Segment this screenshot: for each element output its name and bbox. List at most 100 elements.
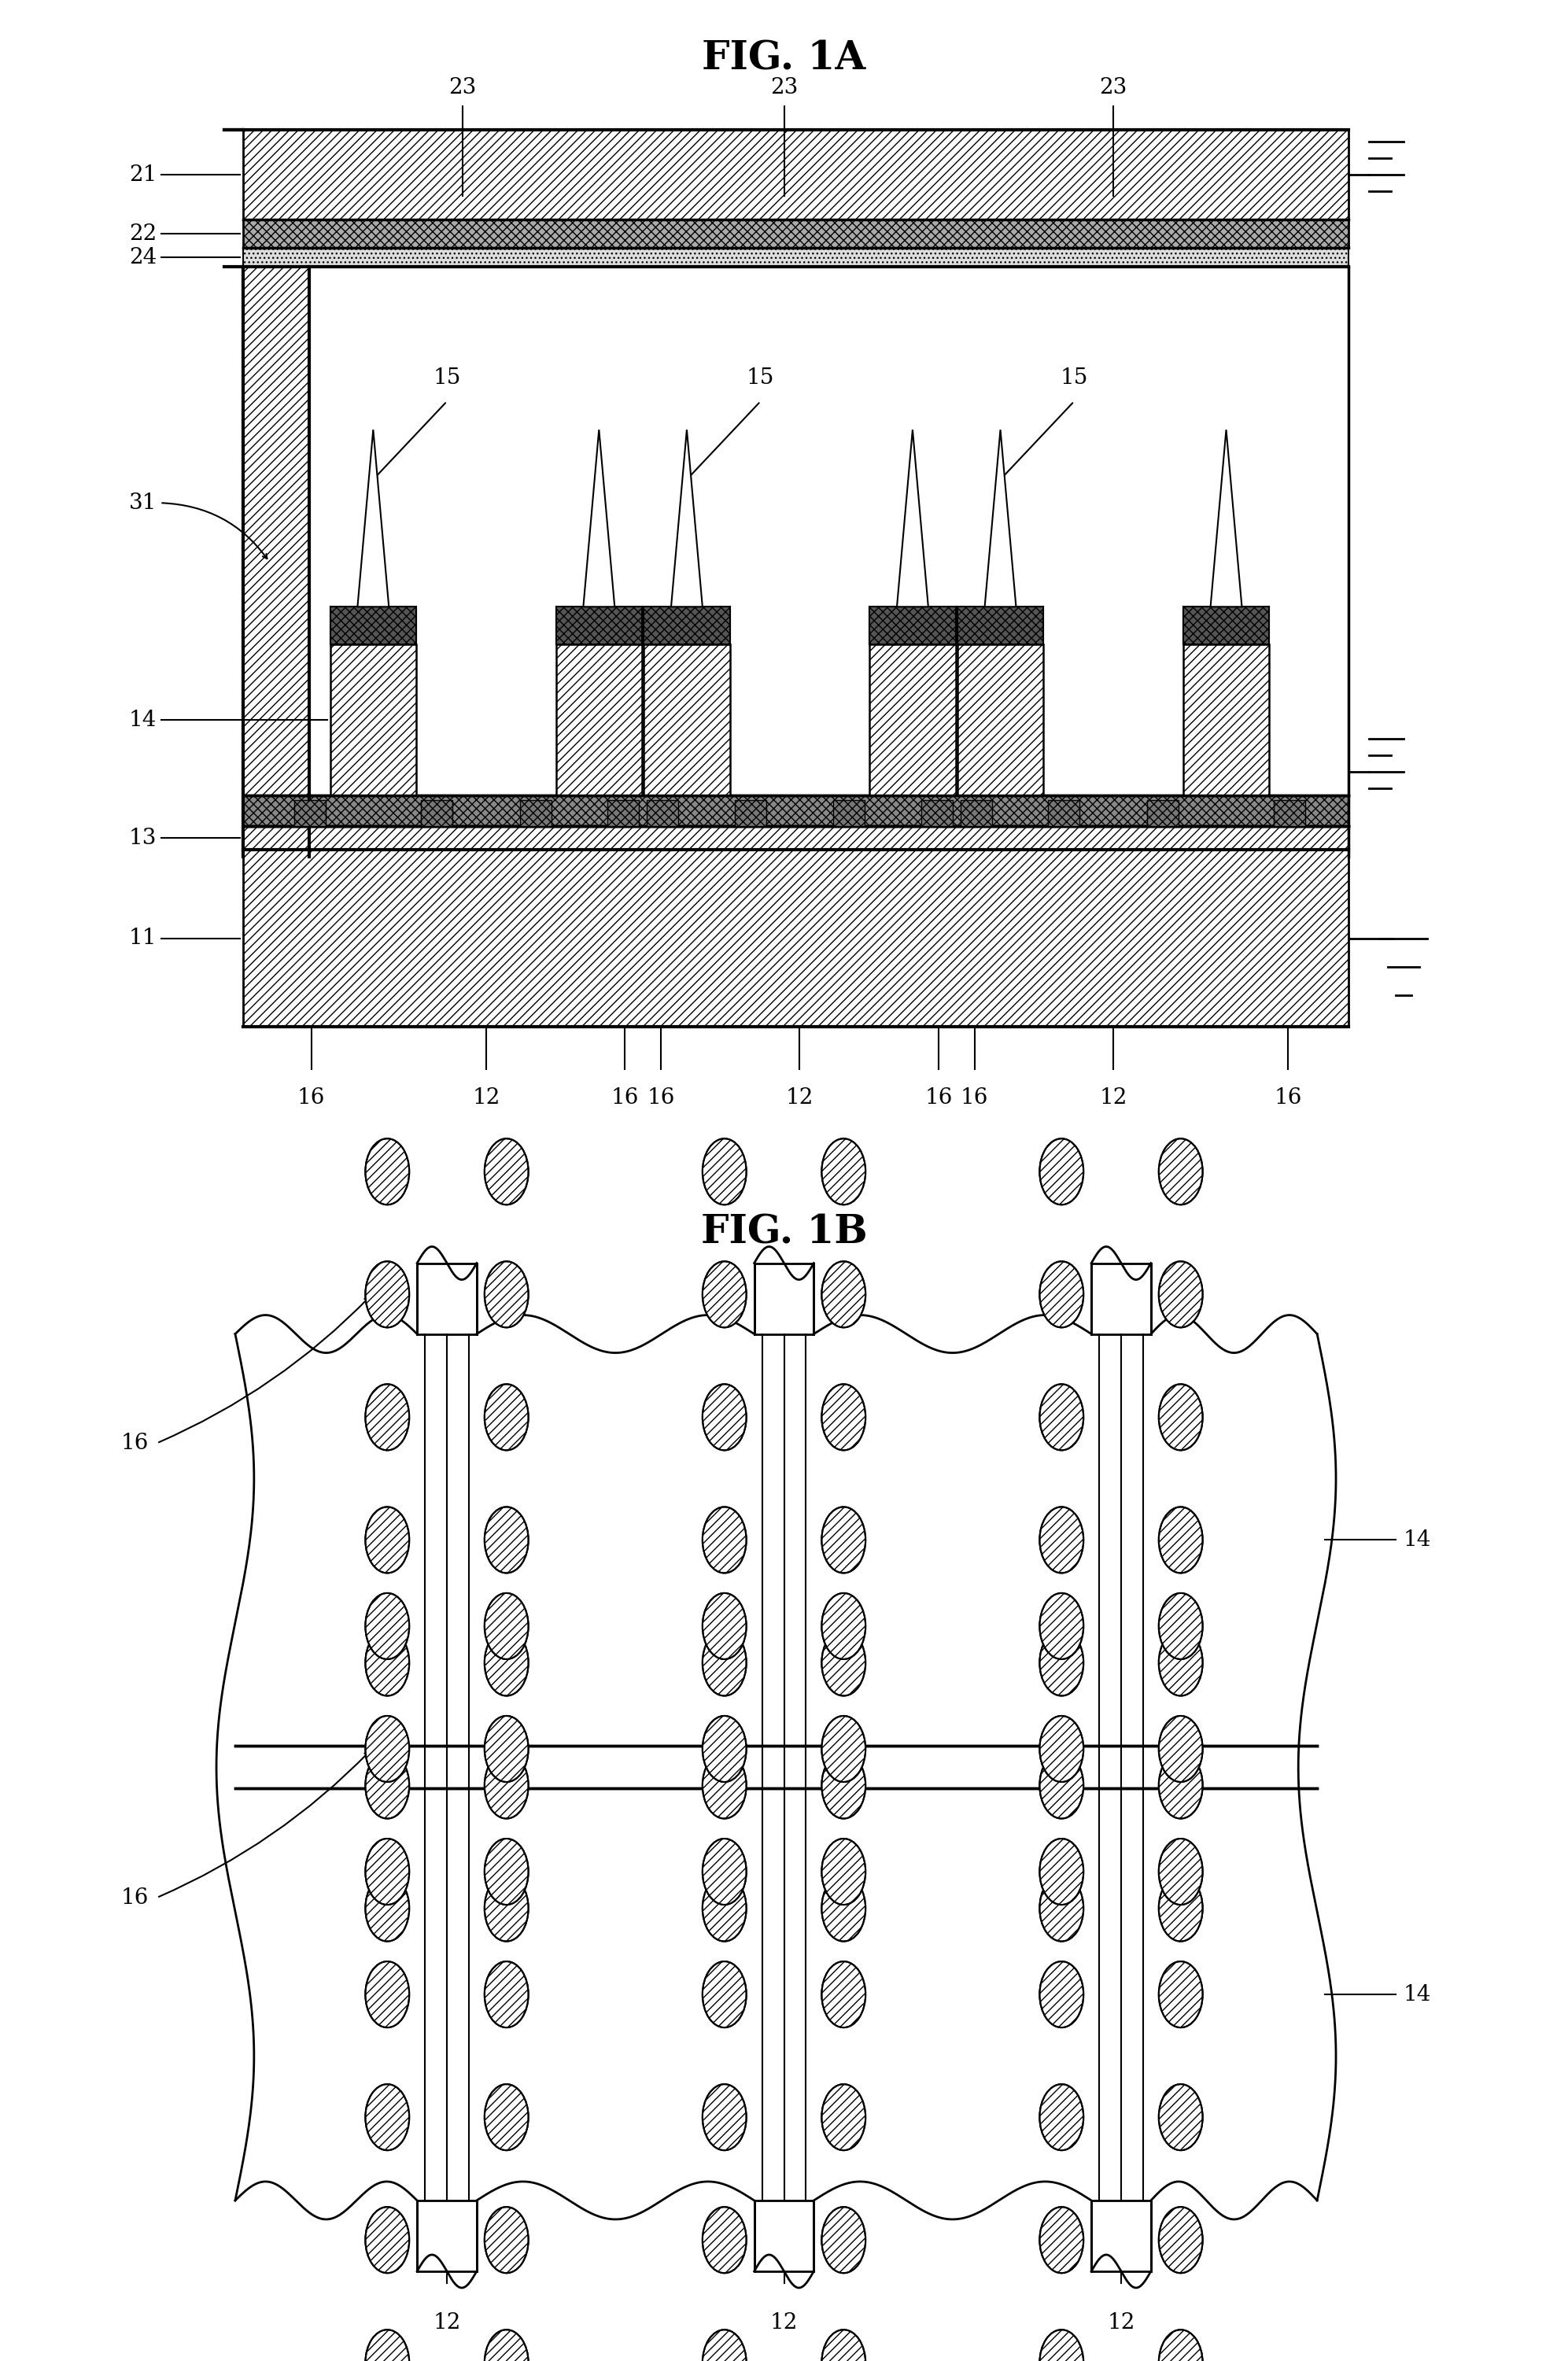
Circle shape [702, 1594, 746, 1660]
Circle shape [1040, 1594, 1083, 1660]
Bar [869, 607, 955, 645]
Text: 16: 16 [612, 1088, 638, 1107]
Bar [1091, 1263, 1151, 1334]
Bar [833, 800, 866, 826]
Circle shape [822, 1752, 866, 1818]
Text: 14: 14 [129, 711, 157, 730]
Circle shape [365, 1506, 409, 1572]
Bar [235, 1747, 1317, 1790]
Circle shape [1159, 1138, 1203, 1204]
Text: 14: 14 [1403, 1530, 1432, 1551]
Circle shape [1040, 2208, 1083, 2274]
Circle shape [1040, 1138, 1083, 1204]
Circle shape [822, 2085, 866, 2151]
Text: 12: 12 [786, 1088, 814, 1107]
Circle shape [365, 1716, 409, 1783]
Circle shape [1040, 1875, 1083, 1941]
Circle shape [1040, 1962, 1083, 2028]
Circle shape [702, 2330, 746, 2361]
Bar [648, 800, 677, 826]
Circle shape [485, 2085, 528, 2151]
Circle shape [1159, 1506, 1203, 1572]
Text: 23: 23 [448, 78, 477, 97]
Text: 15: 15 [433, 368, 461, 387]
Text: 16: 16 [121, 1886, 149, 1908]
Circle shape [702, 1875, 746, 1941]
Text: 23: 23 [1099, 78, 1127, 97]
Text: 12: 12 [770, 2314, 798, 2333]
Circle shape [822, 2208, 866, 2274]
Circle shape [822, 1629, 866, 1695]
Circle shape [485, 2330, 528, 2361]
Circle shape [822, 1138, 866, 1204]
Circle shape [822, 1594, 866, 1660]
Circle shape [702, 1138, 746, 1204]
Circle shape [365, 1594, 409, 1660]
Text: FIG. 1B: FIG. 1B [701, 1214, 867, 1251]
Text: 12: 12 [1099, 1088, 1127, 1107]
Polygon shape [358, 430, 389, 607]
Circle shape [485, 1594, 528, 1660]
Text: 15: 15 [1060, 368, 1088, 387]
Bar [1146, 800, 1179, 826]
Polygon shape [985, 430, 1016, 607]
Text: 24: 24 [129, 248, 157, 267]
Polygon shape [671, 430, 702, 607]
Circle shape [485, 1138, 528, 1204]
Bar [555, 607, 643, 645]
Bar [1273, 800, 1305, 826]
Bar [295, 800, 325, 826]
Circle shape [485, 1752, 528, 1818]
Circle shape [485, 1839, 528, 1905]
Text: 16: 16 [121, 1433, 149, 1454]
Bar [1182, 607, 1269, 645]
Bar [243, 826, 1348, 850]
Circle shape [702, 1716, 746, 1783]
Circle shape [365, 1839, 409, 1905]
Text: 31: 31 [129, 493, 157, 512]
Text: 12: 12 [472, 1088, 500, 1107]
Circle shape [1159, 2208, 1203, 2274]
Polygon shape [1210, 430, 1242, 607]
Bar [243, 220, 1348, 248]
Bar [235, 1334, 1317, 2200]
Circle shape [822, 1875, 866, 1941]
Circle shape [702, 1962, 746, 2028]
Circle shape [365, 2330, 409, 2361]
Bar [555, 645, 643, 796]
Circle shape [485, 1875, 528, 1941]
Circle shape [1040, 1506, 1083, 1572]
Text: 16: 16 [298, 1088, 325, 1107]
Text: 16: 16 [1275, 1088, 1301, 1107]
Circle shape [702, 1261, 746, 1327]
Bar [643, 607, 729, 645]
Text: 12: 12 [433, 2314, 461, 2333]
Circle shape [1159, 1752, 1203, 1818]
Circle shape [1040, 2330, 1083, 2361]
Bar [922, 800, 953, 826]
Bar [243, 850, 1348, 1027]
Circle shape [1159, 1594, 1203, 1660]
Circle shape [1159, 2085, 1203, 2151]
Circle shape [822, 1962, 866, 2028]
Text: 21: 21 [129, 165, 157, 184]
Circle shape [1159, 1261, 1203, 1327]
Circle shape [702, 1839, 746, 1905]
Text: 14: 14 [1403, 1983, 1432, 2004]
Circle shape [485, 1506, 528, 1572]
Bar [956, 645, 1044, 796]
Bar [1091, 2200, 1151, 2271]
Circle shape [1040, 1261, 1083, 1327]
Bar [956, 607, 1044, 645]
Bar [243, 267, 309, 857]
Circle shape [822, 1261, 866, 1327]
Circle shape [365, 1875, 409, 1941]
Bar [243, 130, 1348, 220]
Circle shape [822, 1506, 866, 1572]
Bar [643, 645, 729, 796]
Polygon shape [583, 430, 615, 607]
Circle shape [702, 2208, 746, 2274]
Circle shape [1159, 1629, 1203, 1695]
Bar [754, 2200, 814, 2271]
Text: 23: 23 [770, 78, 798, 97]
